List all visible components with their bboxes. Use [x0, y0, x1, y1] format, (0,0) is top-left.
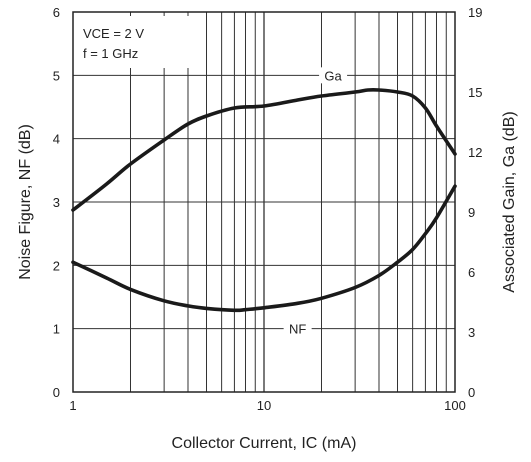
series-label-background-0 — [319, 67, 348, 84]
right-axis-title: Associated Gain, Ga (dB) — [501, 111, 518, 292]
y-left-tick-label-5: 5 — [53, 68, 60, 83]
conditions-box: VCE = 2 V f = 1 GHz — [77, 16, 189, 68]
plot-frame — [72, 11, 456, 393]
grid — [73, 12, 455, 392]
x-axis-title: Collector Current, IC (mA) — [172, 435, 357, 452]
series-label-background-1 — [283, 320, 312, 337]
y-left-tick-label-0: 0 — [53, 385, 60, 400]
y-left-tick-label-3: 3 — [53, 195, 60, 210]
y-left-tick-label-4: 4 — [53, 132, 60, 147]
y-left-tick-label-1: 1 — [53, 322, 60, 337]
y-right-tick-label-4: 12 — [468, 145, 482, 160]
series-label-nf: NF — [289, 322, 306, 337]
y-right-tick-label-3: 9 — [468, 205, 475, 220]
series-label-ga: Ga — [324, 68, 342, 83]
series-lines: Ga NF — [71, 67, 457, 337]
condition-frequency: f = 1 GHz — [83, 46, 138, 61]
y-right-tick-label-6: 19 — [468, 5, 482, 20]
y-right-tick-label-0: 0 — [468, 385, 475, 400]
y-right-tick-label-1: 3 — [468, 325, 475, 340]
series-line-ga — [71, 87, 457, 212]
y-left-tick-label-2: 2 — [53, 258, 60, 273]
condition-vce: VCE = 2 V — [83, 26, 144, 41]
y-right-tick-label-5: 15 — [468, 85, 482, 100]
conditions-background — [77, 16, 189, 68]
x-tick-label-0: 1 — [69, 398, 76, 413]
x-tick-label-1: 10 — [257, 398, 271, 413]
y-left-tick-label-6: 6 — [53, 5, 60, 20]
left-axis-title: Noise Figure, NF (dB) — [17, 124, 34, 280]
x-tick-label-2: 100 — [444, 398, 466, 413]
series-line-nf — [71, 184, 457, 313]
y-right-tick-label-2: 6 — [468, 265, 475, 280]
